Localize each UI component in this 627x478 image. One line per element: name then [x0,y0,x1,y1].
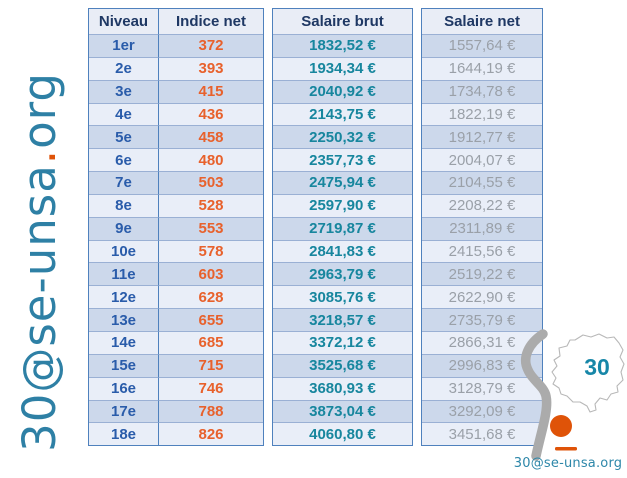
table-cell-net: 2311,89 € [422,216,542,240]
table-cell-niveau: 4e [89,102,159,126]
table-cell-brut: 3085,76 € [273,285,412,309]
table-cell-net: 2996,83 € [422,353,542,377]
table-cell-indice: 628 [159,285,263,309]
table-cell-brut: 3680,93 € [273,376,412,400]
table-cell-indice: 578 [159,239,263,263]
table-cell-net: 2622,90 € [422,285,542,309]
table-cell-brut: 2143,75 € [273,102,412,126]
table-cell-brut: 2250,32 € [273,125,412,149]
table-cell-brut: 2357,73 € [273,148,412,172]
table-cell-net: 3292,09 € [422,399,542,423]
table-cell-net: 3128,79 € [422,376,542,400]
table-cell-niveau: 8e [89,193,159,217]
table-cell-brut: 3525,68 € [273,353,412,377]
table-block-salaire-net: Salaire net 1557,64 €1644,19 €1734,78 €18… [421,8,543,447]
table-cell-niveau: 18e [89,422,159,446]
table-cell-net: 2415,56 € [422,239,542,263]
table-cell-net: 2208,22 € [422,193,542,217]
table-cell-indice: 826 [159,422,263,446]
column-header-salaire-brut: Salaire brut [273,9,412,34]
table-cell-brut: 1934,34 € [273,56,412,80]
table-cell-net: 1912,77 € [422,125,542,149]
table-cell-brut: 2719,87 € [273,216,412,240]
column-header-niveau: Niveau [89,9,159,34]
gard-map-outline [551,333,625,413]
table-cell-brut: 2841,83 € [273,239,412,263]
table-cell-indice: 746 [159,376,263,400]
table-cell-net: 2735,79 € [422,308,542,331]
table-cell-net: 2104,55 € [422,171,542,194]
table-cell-brut: 2963,79 € [273,262,412,286]
watermark-prefix: 30@se-unsa [13,164,66,452]
table-cell-niveau: 3e [89,79,159,103]
table-cell-brut: 1832,52 € [273,34,412,57]
table-cell-indice: 503 [159,171,263,194]
table-cell-brut: 2475,94 € [273,171,412,194]
table-cell-brut: 3873,04 € [273,399,412,423]
table-block-salaire-brut: Salaire brut 1832,52 €1934,34 €2040,92 €2… [272,8,413,447]
logo-orange-dot [550,415,572,437]
table-cell-indice: 372 [159,34,263,57]
watermark-vertical-text: 30@se-unsa.org [11,42,69,478]
table-block-niveau-indice: Niveau Indice net 1er 372 2e 393 3e 415 4e 436 5e 4… [88,8,264,447]
table-cell-niveau: 9e [89,216,159,240]
table-cell-indice: 788 [159,399,263,423]
table-cell-net: 1822,19 € [422,102,542,126]
table-cell-net: 3451,68 € [422,422,542,446]
logo-orange-underline [555,447,577,451]
table-cell-indice: 458 [159,125,263,149]
table-cell-net: 2866,31 € [422,330,542,354]
site-address: 30@se-unsa.org [513,456,623,471]
table-cell-net: 1644,19 € [422,56,542,80]
department-number-label: 30 [584,354,610,380]
swoosh-s-shape [520,329,552,461]
table-cell-net: 1734,78 € [422,79,542,103]
table-cell-brut: 4060,80 € [273,422,412,446]
table-cell-niveau: 16e [89,376,159,400]
table-cell-net: 2004,07 € [422,148,542,172]
table-cell-indice: 655 [159,308,263,331]
table-cell-indice: 603 [159,262,263,286]
table-cell-brut: 2040,92 € [273,79,412,103]
watermark-dot: . [13,148,66,165]
table-cell-niveau: 13e [89,308,159,331]
table-cell-niveau: 7e [89,171,159,194]
salary-table: Niveau Indice net 1er 372 2e 393 3e 415 4e 436 5e 4… [88,8,543,447]
table-cell-indice: 528 [159,193,263,217]
table-cell-net: 2519,22 € [422,262,542,286]
table-cell-niveau: 1er [89,34,159,57]
table-cell-brut: 2597,90 € [273,193,412,217]
watermark-suffix: org [13,72,66,149]
table-cell-indice: 415 [159,79,263,103]
table-cell-indice: 393 [159,56,263,80]
table-cell-niveau: 6e [89,148,159,172]
table-cell-niveau: 17e [89,399,159,423]
table-cell-niveau: 15e [89,353,159,377]
table-cell-indice: 685 [159,330,263,354]
table-cell-niveau: 12e [89,285,159,309]
table-cell-net: 1557,64 € [422,34,542,57]
table-cell-niveau: 10e [89,239,159,263]
table-cell-niveau: 11e [89,262,159,286]
table-cell-indice: 553 [159,216,263,240]
table-cell-indice: 715 [159,353,263,377]
column-header-salaire-net: Salaire net [422,9,542,34]
column-header-indice-net: Indice net [159,9,263,34]
table-cell-indice: 480 [159,148,263,172]
table-cell-indice: 436 [159,102,263,126]
table-cell-niveau: 14e [89,330,159,354]
table-cell-niveau: 5e [89,125,159,149]
table-cell-brut: 3372,12 € [273,330,412,354]
se-unsa-gard-logo: 30 [520,329,625,461]
table-cell-brut: 3218,57 € [273,308,412,331]
table-cell-niveau: 2e [89,56,159,80]
